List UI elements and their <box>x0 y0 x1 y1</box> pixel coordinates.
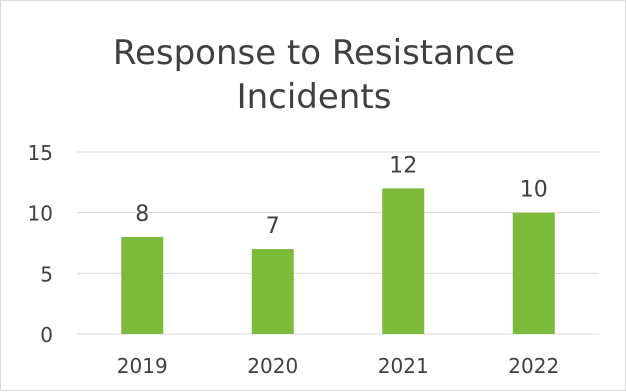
x-tick-label-2020: 2020 <box>247 354 298 378</box>
bar-2022 <box>512 212 555 334</box>
data-label-2022: 10 <box>520 178 548 203</box>
data-label-2019: 8 <box>135 202 149 227</box>
chart-title: Response to Resistance Incidents <box>1 31 626 119</box>
y-tick-label-0: 0 <box>40 323 53 347</box>
data-label-2021: 12 <box>389 153 417 178</box>
x-tick-label-2019: 2019 <box>117 354 168 378</box>
chart-title-line-1: Response to Resistance <box>112 33 516 73</box>
y-tick-label-15: 15 <box>28 141 53 165</box>
data-label-2020: 7 <box>266 214 280 239</box>
bar-2020 <box>251 249 294 334</box>
x-tick-label-2022: 2022 <box>508 354 559 378</box>
bar-2019 <box>121 236 164 334</box>
chart-title-line-2: Incidents <box>236 77 392 117</box>
y-tick-label-5: 5 <box>40 262 53 286</box>
y-tick-label-10: 10 <box>28 202 53 226</box>
x-tick-label-2021: 2021 <box>378 354 429 378</box>
bar-2021 <box>382 188 425 334</box>
